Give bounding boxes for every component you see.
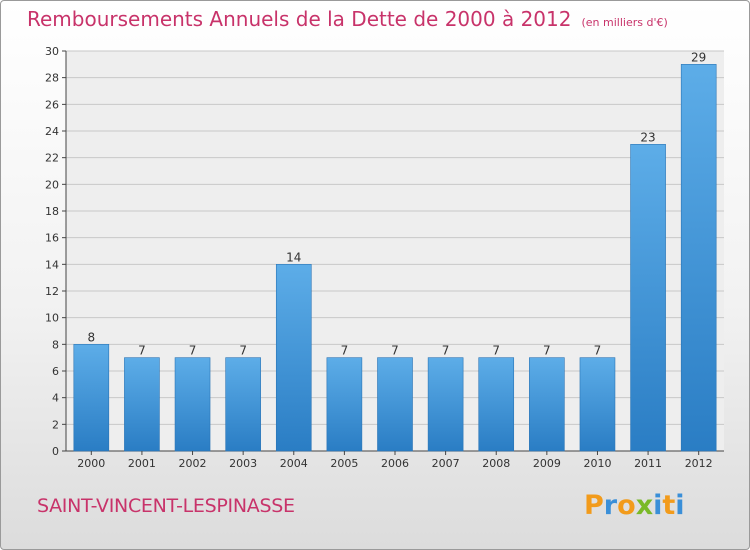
bar: [377, 357, 413, 452]
bar: [73, 344, 110, 452]
unit-label: (en milliers d'€): [581, 16, 668, 29]
bar: [529, 357, 565, 452]
y-tick-label: 22: [45, 152, 59, 165]
commune-name: SAINT-VINCENT-LESPINASSE: [37, 495, 295, 517]
y-tick-label: 20: [45, 178, 59, 191]
data-label: 8: [87, 330, 95, 344]
y-tick-label: 18: [45, 205, 59, 218]
data-label: 7: [442, 344, 450, 358]
logo-letter: t: [662, 490, 676, 521]
logo-letter: i: [653, 490, 663, 521]
bar: [478, 357, 515, 452]
y-tick-label: 26: [45, 98, 59, 111]
y-tick-label: 28: [45, 72, 59, 85]
x-tick-label: 2003: [229, 457, 257, 470]
data-label: 23: [640, 130, 655, 144]
bar: [630, 144, 666, 452]
y-tick-label: 24: [45, 125, 59, 138]
x-tick-label: 2011: [634, 457, 662, 470]
data-label: 7: [543, 344, 551, 358]
y-tick-label: 12: [45, 285, 59, 298]
x-tick-label: 2007: [432, 457, 460, 470]
x-tick-label: 2002: [179, 457, 207, 470]
chart-title: Remboursements Annuels de la Dette de 20…: [27, 7, 668, 31]
data-label: 7: [391, 344, 399, 358]
data-label: 7: [594, 344, 602, 358]
bar: [174, 357, 211, 452]
bar: [579, 357, 616, 452]
logo-letter: r: [603, 490, 618, 521]
y-tick-label: 6: [52, 365, 59, 378]
bar: [427, 357, 464, 452]
x-tick-label: 2000: [77, 457, 105, 470]
logo-letter: o: [617, 490, 636, 521]
x-tick-label: 2008: [482, 457, 510, 470]
x-tick-label: 2010: [583, 457, 611, 470]
bar: [680, 64, 717, 452]
bar: [124, 357, 160, 452]
x-tick-label: 2012: [685, 457, 713, 470]
y-tick-label: 4: [52, 392, 59, 405]
data-label: 7: [239, 344, 247, 358]
x-tick-label: 2004: [280, 457, 308, 470]
logo-letter: x: [635, 490, 654, 521]
x-tick-label: 2005: [330, 457, 358, 470]
x-tick-label: 2006: [381, 457, 409, 470]
y-tick-label: 14: [45, 258, 59, 271]
x-tick-label: 2009: [533, 457, 561, 470]
proxiti-logo: Proxiti: [584, 490, 685, 521]
y-tick-label: 30: [45, 45, 59, 58]
y-tick-label: 2: [52, 418, 59, 431]
data-label: 7: [492, 344, 500, 358]
bar: [275, 264, 312, 452]
logo-letter: i: [675, 490, 685, 521]
bar: [326, 357, 363, 452]
y-tick-label: 10: [45, 312, 59, 325]
y-tick-label: 0: [52, 445, 59, 458]
bar: [225, 357, 261, 452]
data-label: 29: [691, 50, 706, 64]
y-tick-label: 16: [45, 232, 59, 245]
data-label: 7: [189, 344, 197, 358]
data-label: 7: [341, 344, 349, 358]
data-label: 7: [138, 344, 146, 358]
y-tick-label: 8: [52, 338, 59, 351]
x-tick-label: 2001: [128, 457, 156, 470]
logo-letter: P: [584, 490, 604, 521]
data-label: 14: [286, 250, 301, 264]
title-text: Remboursements Annuels de la Dette de 20…: [27, 7, 572, 31]
